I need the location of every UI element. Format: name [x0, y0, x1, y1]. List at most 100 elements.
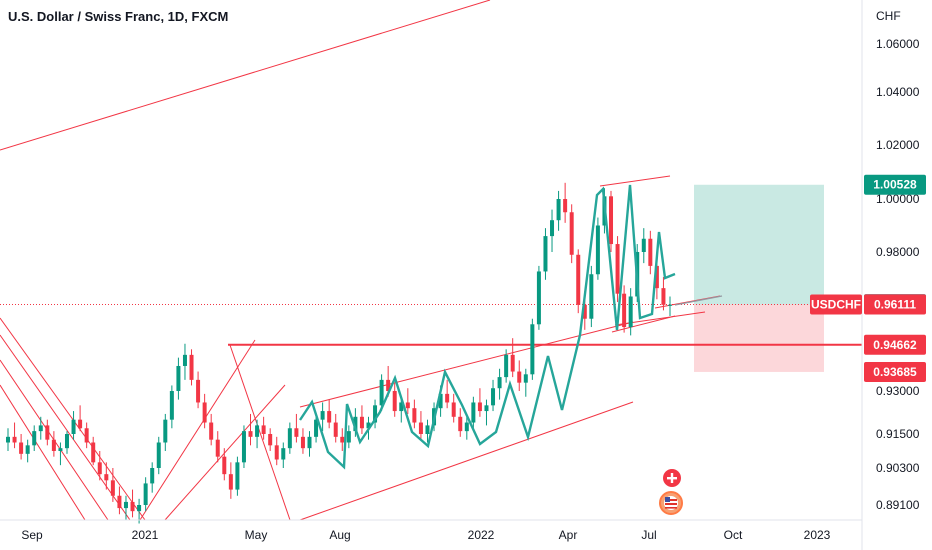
- candle-body: [143, 483, 148, 505]
- candle-body: [12, 436, 17, 443]
- candle-body: [222, 456, 227, 475]
- candle-body: [392, 391, 397, 412]
- symbol-tag-bg: [810, 294, 862, 315]
- candle-body: [523, 374, 528, 383]
- candle-body: [668, 304, 672, 306]
- candle-body: [320, 411, 325, 420]
- candle-body: [615, 244, 620, 294]
- price-label-bg: [864, 334, 926, 355]
- candle-body: [150, 468, 155, 484]
- price-label-bg: [864, 361, 926, 382]
- price-label-bg: [864, 174, 926, 195]
- candle-body: [281, 448, 286, 460]
- trendline: [139, 339, 256, 521]
- candle-body: [536, 271, 541, 325]
- candle-body: [556, 199, 561, 221]
- y-tick-label: 1.02000: [876, 138, 920, 152]
- symbol-tag: USDCHF: [811, 298, 861, 312]
- candle-body: [346, 431, 351, 443]
- profit-zone: [694, 184, 824, 305]
- us-flag-event-icon[interactable]: [659, 491, 683, 515]
- candle-body: [569, 212, 574, 255]
- candle-body: [628, 296, 633, 328]
- x-tick-label: 2021: [132, 528, 159, 542]
- candle-body: [241, 431, 246, 463]
- x-tick-label: Oct: [724, 528, 743, 542]
- candle-body: [504, 354, 509, 378]
- chart-title: U.S. Dollar / Swiss Franc, 1D, FXCM: [8, 9, 229, 24]
- candle-body: [182, 354, 187, 366]
- y-tick-label: 0.93000: [876, 384, 920, 398]
- loss-zone: [694, 304, 824, 372]
- plot-area[interactable]: [0, 0, 862, 524]
- price-label-text: 0.96111: [874, 298, 916, 312]
- candle-body: [648, 238, 653, 266]
- candle-body: [307, 436, 312, 449]
- add-alert-icon[interactable]: [663, 469, 681, 487]
- y-tick-label: 0.90300: [876, 461, 920, 475]
- candle-body: [595, 225, 600, 275]
- candle-body: [451, 402, 456, 417]
- candle-body: [25, 445, 30, 454]
- price-labels: 1.005280.961260.961110.946620.93685USDCH…: [810, 174, 926, 382]
- candle-body: [425, 425, 430, 434]
- candle-body: [294, 428, 299, 437]
- candle-body: [464, 422, 469, 432]
- candle-body: [543, 236, 548, 272]
- candle-body: [386, 379, 391, 391]
- candle-body: [300, 436, 305, 449]
- trendline: [299, 401, 634, 521]
- candle-body: [274, 445, 279, 460]
- trendline: [299, 321, 634, 408]
- candle-body: [589, 274, 594, 319]
- time-axis[interactable]: Sep 2021 May Aug 2022 Apr Jul Oct 2023: [0, 519, 862, 542]
- candle-body: [38, 425, 43, 432]
- candle-body: [438, 393, 443, 409]
- candle-body: [117, 495, 122, 509]
- candle-body: [235, 462, 240, 490]
- y-tick-label: 1.04000: [876, 85, 920, 99]
- candle-body: [405, 402, 410, 409]
- price-label: 1.00528: [864, 174, 926, 195]
- candle-body: [379, 379, 384, 406]
- candle-body: [71, 419, 76, 434]
- candle-body: [123, 501, 128, 509]
- y-tick-label: 0.89100: [876, 498, 920, 512]
- x-tick-label: May: [245, 528, 268, 542]
- price-label-bg: [864, 294, 926, 315]
- candle-body: [189, 354, 194, 380]
- candle-body: [156, 442, 161, 468]
- candle-body: [327, 411, 332, 423]
- candle-body: [582, 304, 587, 319]
- candle-body: [609, 196, 614, 245]
- candle-body: [359, 416, 364, 429]
- candle-body: [654, 265, 659, 289]
- candle-body: [287, 428, 292, 449]
- candle-body: [550, 220, 555, 237]
- candle-body: [268, 434, 273, 446]
- candle-body: [484, 405, 489, 412]
- price-axis[interactable]: CHF 1.06000 1.04000 1.02000 1.00000 0.98000 0…: [861, 0, 920, 550]
- price-label: 0.96111: [864, 294, 926, 315]
- trendline: [614, 311, 706, 326]
- candle-body: [255, 425, 260, 437]
- trendline: [599, 175, 671, 187]
- y-tick-label: 1.00000: [876, 192, 920, 206]
- candle-body: [622, 293, 627, 328]
- candle-body: [418, 422, 423, 434]
- candle-body: [248, 431, 253, 437]
- candle-body: [110, 480, 115, 496]
- price-label-text: 0.94662: [873, 338, 917, 352]
- candle-body: [215, 439, 220, 457]
- candle-body: [169, 391, 174, 420]
- candle-body: [78, 419, 83, 429]
- candle-body: [228, 474, 233, 490]
- candle-body: [91, 442, 96, 463]
- projection-line: [674, 295, 723, 306]
- price-label-text: 0.93685: [873, 365, 917, 379]
- candle-body: [445, 393, 450, 403]
- candle-body: [84, 428, 89, 443]
- candle-body: [353, 416, 358, 432]
- trendline: [229, 344, 291, 521]
